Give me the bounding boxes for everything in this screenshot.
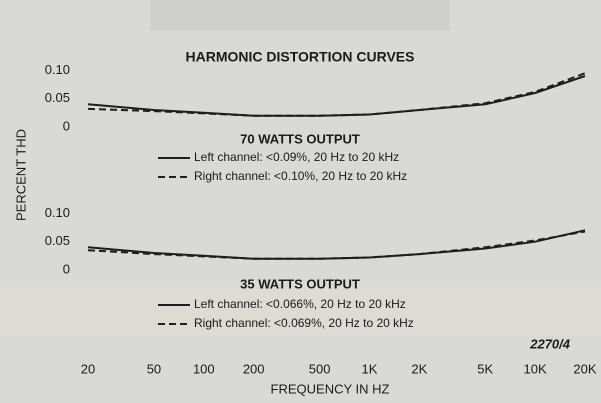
legend-label: Right channel: <0.069%, 20 Hz to 20 kHz: [194, 316, 414, 330]
x-tick-label: 5K: [477, 361, 493, 376]
series-line: [87, 72, 586, 117]
x-tick-label: 1K: [362, 361, 378, 376]
x-tick-label: 20: [81, 361, 95, 376]
x-axis-label: FREQUENCY IN HZ: [271, 381, 390, 396]
series-line: [87, 230, 586, 260]
x-tick-label: 200: [243, 361, 265, 376]
chart-title: HARMONIC DISTORTION CURVES: [186, 49, 415, 65]
x-tick-label: 100: [193, 361, 215, 376]
y-tick-label: 0: [63, 118, 70, 133]
x-tick-label: 50: [147, 361, 161, 376]
y-axis-label: PERCENT THD: [13, 129, 28, 221]
x-tick-label: 20K: [573, 361, 596, 376]
legend-label: Left channel: <0.066%, 20 Hz to 20 kHz: [194, 297, 406, 311]
y-tick-label: 0.05: [45, 90, 70, 105]
y-tick-label: 0.10: [45, 62, 70, 77]
x-tick-label: 2K: [411, 361, 427, 376]
y-tick-label: 0.05: [45, 233, 70, 248]
annotation: 2270/4: [529, 336, 571, 351]
scan-patch: [150, 0, 450, 30]
x-tick-label: 10K: [524, 361, 547, 376]
panel-subtitle: 35 WATTS OUTPUT: [240, 276, 360, 291]
scan-patch: [0, 285, 601, 335]
panel-subtitle: 70 WATTS OUTPUT: [240, 131, 360, 146]
y-tick-label: 0.10: [45, 205, 70, 220]
x-tick-label: 500: [309, 361, 331, 376]
legend-label: Left channel: <0.09%, 20 Hz to 20 kHz: [194, 150, 399, 164]
legend-label: Right channel: <0.10%, 20 Hz to 20 kHz: [194, 169, 407, 183]
y-tick-label: 0: [63, 261, 70, 276]
